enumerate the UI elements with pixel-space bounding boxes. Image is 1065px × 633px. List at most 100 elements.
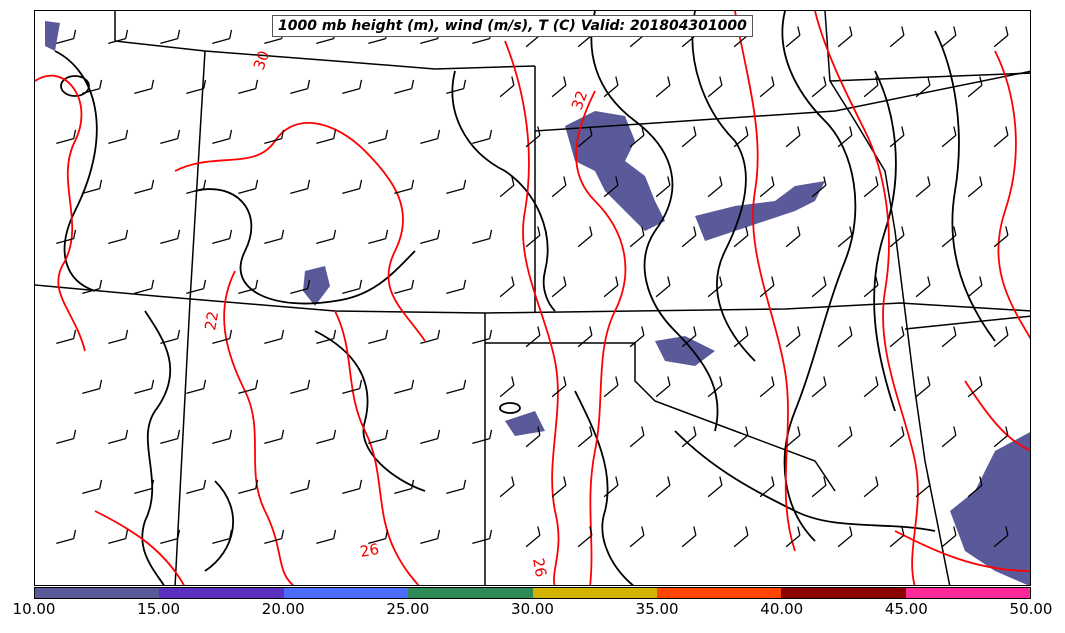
wind-barb-icon: [525, 326, 541, 348]
wind-barb-icon: [629, 326, 645, 348]
wind-barb-icon: [212, 129, 233, 144]
wind-barb-icon: [186, 479, 207, 494]
wind-barb-icon: [915, 376, 931, 398]
wind-barb-icon: [108, 429, 129, 444]
wind-barb-icon: [889, 526, 905, 548]
wind-barb-icon: [342, 179, 363, 194]
wind-barb-icon: [212, 229, 233, 244]
wind-barb-icon: [551, 476, 567, 498]
colorbar-tick-label: 45.00: [884, 600, 928, 618]
wind-barb-icon: [759, 276, 775, 298]
wind-barb-icon: [577, 426, 593, 448]
wind-barb-icon: [603, 476, 619, 498]
wind-barb-icon: [759, 376, 775, 398]
wind-barb-icon: [238, 479, 259, 494]
wind-barb-icon: [681, 426, 697, 448]
wind-barb-icon: [368, 529, 389, 544]
wind-barb-icon: [499, 76, 515, 98]
wind-barb-icon: [993, 26, 1009, 48]
wind-barb-icon: [420, 529, 441, 544]
wind-barb-icon: [264, 429, 285, 444]
wind-barb-icon: [837, 326, 853, 348]
wind-barb-icon: [889, 226, 905, 248]
wind-barb-icon: [472, 229, 493, 244]
wind-barb-icon: [707, 376, 723, 398]
temperature-contours: [35, 11, 1030, 585]
wind-barb-icon: [368, 329, 389, 344]
wind-barb-icon: [446, 179, 467, 194]
wind-barb-icon: [316, 529, 337, 544]
wind-barb-icon: [785, 226, 801, 248]
wind-barb-icon: [525, 226, 541, 248]
wind-barb-icon: [160, 529, 181, 544]
wind-barb-icon: [212, 529, 233, 544]
wind-barb-icon: [368, 229, 389, 244]
wind-barb-icon: [290, 479, 311, 494]
wind-barb-icon: [499, 376, 515, 398]
contour-label-30: 30: [250, 48, 273, 72]
wind-barb-icon: [212, 29, 233, 44]
wind-barb-icon: [499, 176, 515, 198]
wind-barb-icon: [733, 426, 749, 448]
wind-barb-icon: [56, 429, 77, 444]
wind-barb-icon: [889, 326, 905, 348]
colorbar-tick-label: 20.00: [261, 600, 305, 618]
map-panel: 30 32 22 26 26: [34, 10, 1031, 586]
wind-barb-icon: [941, 126, 957, 148]
wind-barb-icon: [316, 229, 337, 244]
wind-barb-icon: [394, 279, 415, 294]
wind-shading-layer: [45, 21, 1030, 585]
colorbar-tick-label: 35.00: [635, 600, 679, 618]
wind-barb-icon: [603, 376, 619, 398]
wind-barb-icon: [785, 126, 801, 148]
wind-barb-icon: [290, 379, 311, 394]
colorbar-tick-label: 25.00: [386, 600, 430, 618]
wind-barb-icon: [160, 29, 181, 44]
wind-barb-icon: [889, 26, 905, 48]
wind-barb-icon: [108, 529, 129, 544]
wind-barb-icon: [108, 229, 129, 244]
wind-barb-icon: [316, 429, 337, 444]
wind-barb-icon: [915, 176, 931, 198]
wind-barb-icon: [837, 226, 853, 248]
wind-barbs-layer: [56, 26, 1009, 548]
wind-barb-icon: [551, 376, 567, 398]
wind-barb-icon: [160, 329, 181, 344]
colorbar-segment: [905, 588, 1030, 598]
wind-barb-icon: [655, 76, 671, 98]
colorbar-tick-label: 15.00: [137, 600, 181, 618]
wind-barb-icon: [577, 526, 593, 548]
wind-barb-icon: [525, 126, 541, 148]
wind-barb-icon: [394, 79, 415, 94]
wind-barb-icon: [733, 126, 749, 148]
wind-barb-icon: [394, 379, 415, 394]
wind-barb-icon: [863, 476, 879, 498]
wind-barb-icon: [993, 126, 1009, 148]
wind-barb-icon: [811, 376, 827, 398]
wind-barb-icon: [264, 129, 285, 144]
wind-barb-icon: [993, 226, 1009, 248]
wind-barb-icon: [915, 476, 931, 498]
wind-barb-icon: [420, 429, 441, 444]
wind-barb-icon: [212, 329, 233, 344]
wind-barb-icon: [238, 79, 259, 94]
wind-barb-icon: [785, 326, 801, 348]
wind-barb-icon: [290, 179, 311, 194]
colorbar-tick-label: 30.00: [511, 600, 554, 618]
wind-barb-icon: [707, 476, 723, 498]
wind-barb-icon: [577, 226, 593, 248]
wind-barb-icon: [681, 226, 697, 248]
wind-barb-icon: [499, 276, 515, 298]
colorbar-tick-label: 10.00: [12, 600, 56, 618]
wind-barb-icon: [967, 476, 983, 498]
wind-barb-icon: [863, 76, 879, 98]
wind-barb-icon: [551, 176, 567, 198]
wind-barb-icon: [837, 426, 853, 448]
wind-barb-icon: [394, 179, 415, 194]
wind-barb-icon: [82, 279, 103, 294]
height-contours: [54, 11, 996, 585]
wind-barb-icon: [785, 526, 801, 548]
wind-barb-icon: [446, 279, 467, 294]
wind-barb-icon: [82, 79, 103, 94]
wind-barb-icon: [134, 179, 155, 194]
